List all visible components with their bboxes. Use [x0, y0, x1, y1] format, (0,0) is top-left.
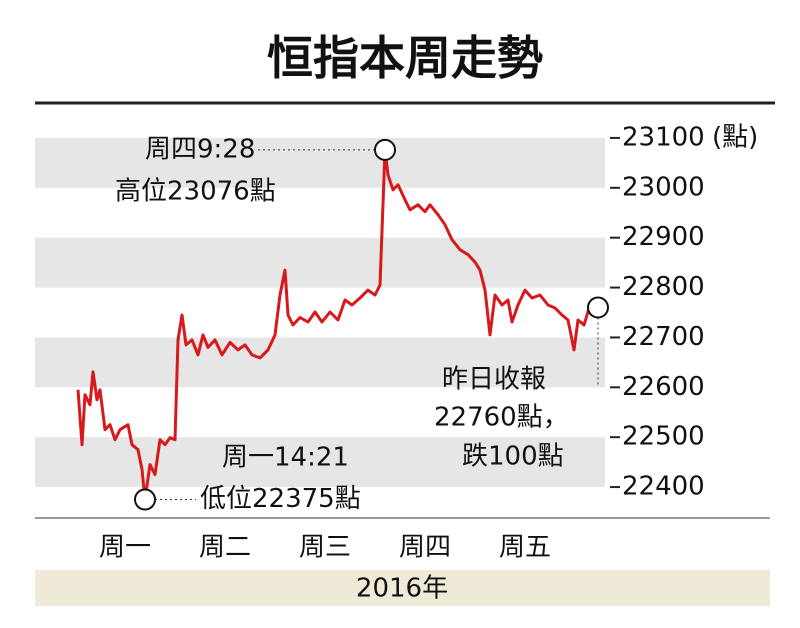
grid-band: [35, 237, 605, 288]
x-axis-label: 2016年: [356, 574, 448, 604]
y-tick-label: 22500: [622, 422, 705, 452]
low-marker: [134, 488, 156, 511]
y-tick-label: 22700: [622, 322, 705, 352]
close-marker: [587, 296, 609, 319]
x-tick-label: 周一: [99, 533, 151, 563]
x-tick-label: 周三: [299, 533, 351, 563]
y-tick-label: 23100: [622, 122, 705, 152]
year-strip: [35, 570, 770, 606]
chart-title: 恒指本周走勢: [267, 31, 543, 85]
y-tick-label: 22900: [622, 222, 705, 252]
annotation: 跌100點: [462, 442, 564, 472]
annotation: 周一14:21: [222, 443, 349, 473]
high-marker: [374, 138, 396, 161]
annotation: 昨日收報: [442, 365, 546, 395]
y-tick-label: 22600: [622, 372, 705, 402]
grid-band: [35, 337, 605, 388]
y-tick-label: 22400: [622, 472, 705, 502]
x-tick-label: 周五: [499, 533, 551, 563]
y-tick-label: 22800: [622, 272, 705, 302]
annotation: 周四9:28: [145, 134, 255, 164]
grid-band: [35, 437, 605, 488]
annotation: 高位23076點: [115, 176, 276, 206]
y-unit: (點): [712, 122, 758, 152]
annotation: 22760點，: [434, 403, 569, 433]
x-tick-label: 周二: [199, 533, 251, 563]
x-tick-label: 周四: [399, 533, 451, 563]
y-tick-label: 23000: [622, 172, 705, 202]
annotation: 低位22375點: [200, 484, 361, 514]
grid-band: [35, 137, 605, 188]
bands: [35, 137, 605, 488]
